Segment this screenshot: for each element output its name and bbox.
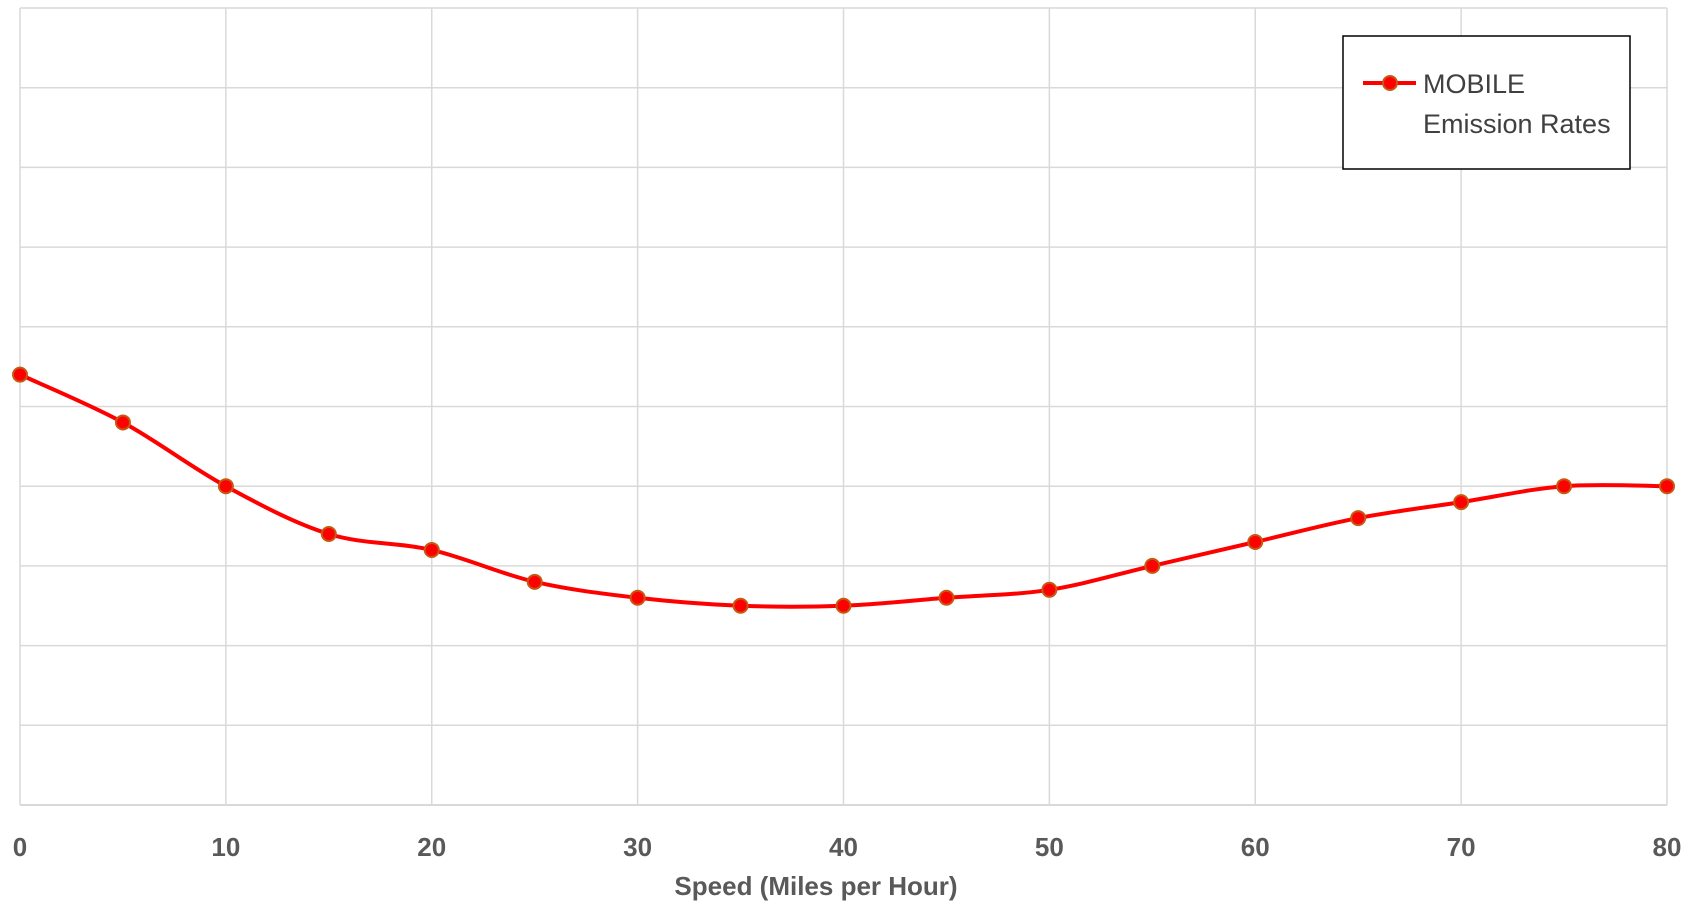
- series-layer: [12, 366, 1675, 614]
- data-point-marker: [114, 414, 131, 431]
- data-point-marker: [1144, 557, 1161, 574]
- data-point-marker: [526, 573, 543, 590]
- grid-lines: [19, 7, 1668, 806]
- data-point-marker: [217, 478, 234, 495]
- data-point-marker: [320, 526, 337, 543]
- x-tick-labels: 0 10 20 30 40 50 60 70 80: [13, 832, 1682, 862]
- data-point-marker: [732, 597, 749, 614]
- x-axis-title: Speed (Miles per Hour): [674, 871, 957, 901]
- x-tick-label: 80: [1653, 832, 1682, 862]
- legend: MOBILE Emission Rates: [1342, 35, 1631, 170]
- data-point-marker: [1453, 494, 1470, 511]
- legend-box: [1342, 35, 1631, 170]
- x-tick-label: 20: [417, 832, 446, 862]
- legend-label: MOBILE Emission Rates: [1423, 69, 1611, 139]
- legend-marker-icon: [1382, 75, 1398, 91]
- data-point-marker: [1041, 581, 1058, 598]
- x-tick-label: 10: [211, 832, 240, 862]
- data-point-marker: [1556, 478, 1573, 495]
- x-tick-label: 50: [1035, 832, 1064, 862]
- data-point-marker: [629, 589, 646, 606]
- x-tick-label: 60: [1241, 832, 1270, 862]
- data-point-marker: [1659, 478, 1675, 495]
- data-point-marker: [423, 541, 440, 558]
- data-point-marker: [1350, 510, 1367, 527]
- data-point-marker: [938, 589, 955, 606]
- data-point-marker: [1247, 533, 1264, 550]
- data-point-marker: [12, 366, 28, 383]
- data-point-marker: [835, 597, 852, 614]
- x-tick-label: 40: [829, 832, 858, 862]
- x-tick-label: 0: [13, 832, 27, 862]
- x-tick-label: 70: [1447, 832, 1476, 862]
- x-tick-label: 30: [623, 832, 652, 862]
